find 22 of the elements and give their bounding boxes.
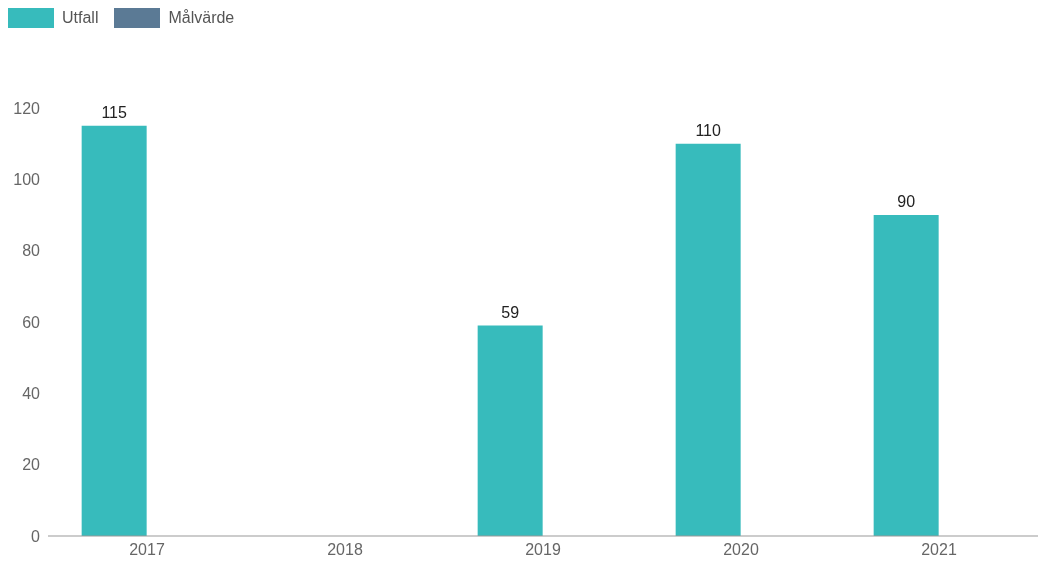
data-label: 110 <box>695 121 722 139</box>
legend-label: Målvärde <box>168 9 235 27</box>
legend-label: Utfall <box>62 9 99 27</box>
y-tick-label: 20 <box>22 456 41 474</box>
y-tick-label: 80 <box>22 242 41 260</box>
bar <box>873 215 939 536</box>
data-label: 90 <box>897 193 916 210</box>
y-tick-label: 0 <box>31 527 41 545</box>
data-label: 59 <box>501 303 520 321</box>
x-tick-label: 2017 <box>129 541 165 559</box>
bar <box>675 143 741 536</box>
x-tick-label: 2019 <box>525 541 561 559</box>
y-tick-label: 100 <box>13 171 41 189</box>
bar <box>477 325 543 536</box>
x-tick-label: 2021 <box>921 541 957 559</box>
bar <box>81 125 147 536</box>
data-label: 115 <box>101 103 128 121</box>
y-tick-label: 120 <box>13 99 41 117</box>
y-tick-label: 60 <box>22 313 41 331</box>
y-tick-label: 40 <box>22 385 41 403</box>
x-tick-label: 2020 <box>723 541 759 559</box>
x-tick-label: 2018 <box>327 541 363 559</box>
